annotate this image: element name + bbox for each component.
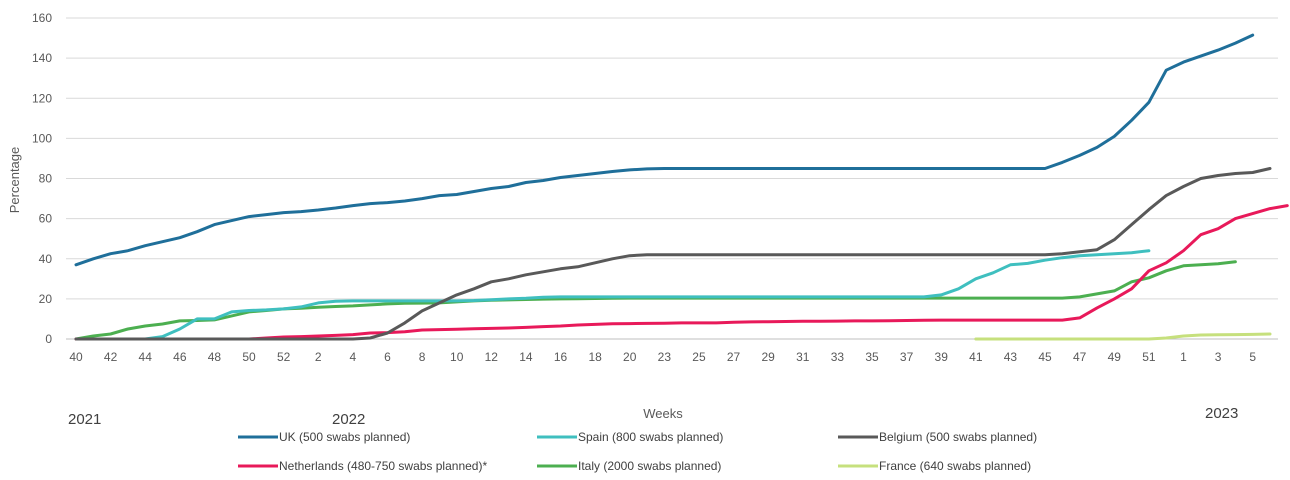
x-tick-label: 42 xyxy=(104,350,118,364)
y-tick-label-100: 100 xyxy=(32,131,52,145)
legend-label-france: France (640 swabs planned) xyxy=(879,459,1031,473)
y-axis-label: Percentage xyxy=(7,147,22,214)
x-tick-label: 10 xyxy=(450,350,464,364)
series-lines xyxy=(74,33,1289,341)
y-tick-label-0: 0 xyxy=(45,332,52,346)
x-tick-label: 29 xyxy=(761,350,775,364)
year-label-2022: 2022 xyxy=(332,411,365,428)
y-tick-label-120: 120 xyxy=(32,91,52,105)
legend-label-belgium: Belgium (500 swabs planned) xyxy=(879,430,1037,444)
legend-item-italy[interactable]: Italy (2000 swabs planned) xyxy=(537,459,721,473)
x-tick-label: 31 xyxy=(796,350,810,364)
grid xyxy=(66,17,1278,300)
x-tick-label: 23 xyxy=(658,350,672,364)
x-tick-label: 18 xyxy=(588,350,602,364)
x-tick-label: 43 xyxy=(1004,350,1018,364)
x-tick-label: 1 xyxy=(1180,350,1187,364)
x-tick-label: 14 xyxy=(519,350,533,364)
x-tick-label: 5 xyxy=(1249,350,1256,364)
x-tick-label: 20 xyxy=(623,350,637,364)
y-tick-label-40: 40 xyxy=(39,252,53,266)
x-tick-label: 44 xyxy=(139,350,153,364)
y-tick-label-20: 20 xyxy=(39,292,53,306)
x-tick-label: 48 xyxy=(208,350,222,364)
x-tick-label: 2 xyxy=(315,350,322,364)
x-tick-label: 39 xyxy=(935,350,949,364)
x-tick-label: 6 xyxy=(384,350,391,364)
x-tick-label: 51 xyxy=(1142,350,1156,364)
x-tick-label: 50 xyxy=(242,350,256,364)
legend-label-italy: Italy (2000 swabs planned) xyxy=(578,459,721,473)
x-tick-label: 16 xyxy=(554,350,568,364)
year-label-2023: 2023 xyxy=(1205,405,1238,422)
legend-label-netherlands: Netherlands (480-750 swabs planned)* xyxy=(279,459,487,473)
x-tick-label: 4 xyxy=(350,350,357,364)
x-tick-label: 25 xyxy=(692,350,706,364)
series-line-france xyxy=(974,332,1272,341)
series-line-netherlands xyxy=(74,204,1289,341)
x-tick-label: 8 xyxy=(419,350,426,364)
series-line-belgium xyxy=(74,167,1272,341)
x-tick-label: 35 xyxy=(865,350,879,364)
x-tick-label: 12 xyxy=(485,350,499,364)
x-axis-label: Weeks xyxy=(643,406,683,421)
x-tick-label: 40 xyxy=(69,350,83,364)
x-tick-label: 45 xyxy=(1038,350,1052,364)
legend-label-spain: Spain (800 swabs planned) xyxy=(578,430,723,444)
x-tick-label: 47 xyxy=(1073,350,1087,364)
y-tick-label-160: 160 xyxy=(32,11,52,25)
legend-item-france[interactable]: France (640 swabs planned) xyxy=(838,459,1031,473)
y-tick-label-80: 80 xyxy=(39,172,53,186)
x-tick-label: 46 xyxy=(173,350,187,364)
year-label-2021: 2021 xyxy=(68,411,101,428)
legend-item-spain[interactable]: Spain (800 swabs planned) xyxy=(537,430,723,444)
series-line-spain xyxy=(143,249,1151,341)
y-tick-label-60: 60 xyxy=(39,212,53,226)
x-tick-label: 37 xyxy=(900,350,914,364)
series-line-italy xyxy=(74,260,1237,341)
x-tick-label: 3 xyxy=(1215,350,1222,364)
x-tick-label: 52 xyxy=(277,350,291,364)
legend-item-netherlands[interactable]: Netherlands (480-750 swabs planned)* xyxy=(238,459,487,473)
x-tick-label: 49 xyxy=(1108,350,1122,364)
legend-item-belgium[interactable]: Belgium (500 swabs planned) xyxy=(838,430,1037,444)
legend-label-uk: UK (500 swabs planned) xyxy=(279,430,410,444)
series-line-uk xyxy=(74,33,1255,267)
legend: UK (500 swabs planned) Spain (800 swabs … xyxy=(238,430,1037,473)
x-tick-label: 41 xyxy=(969,350,983,364)
x-tick-label: 27 xyxy=(727,350,741,364)
x-tick-label: 33 xyxy=(831,350,845,364)
y-tick-label-140: 140 xyxy=(32,51,52,65)
legend-item-uk[interactable]: UK (500 swabs planned) xyxy=(238,430,410,444)
